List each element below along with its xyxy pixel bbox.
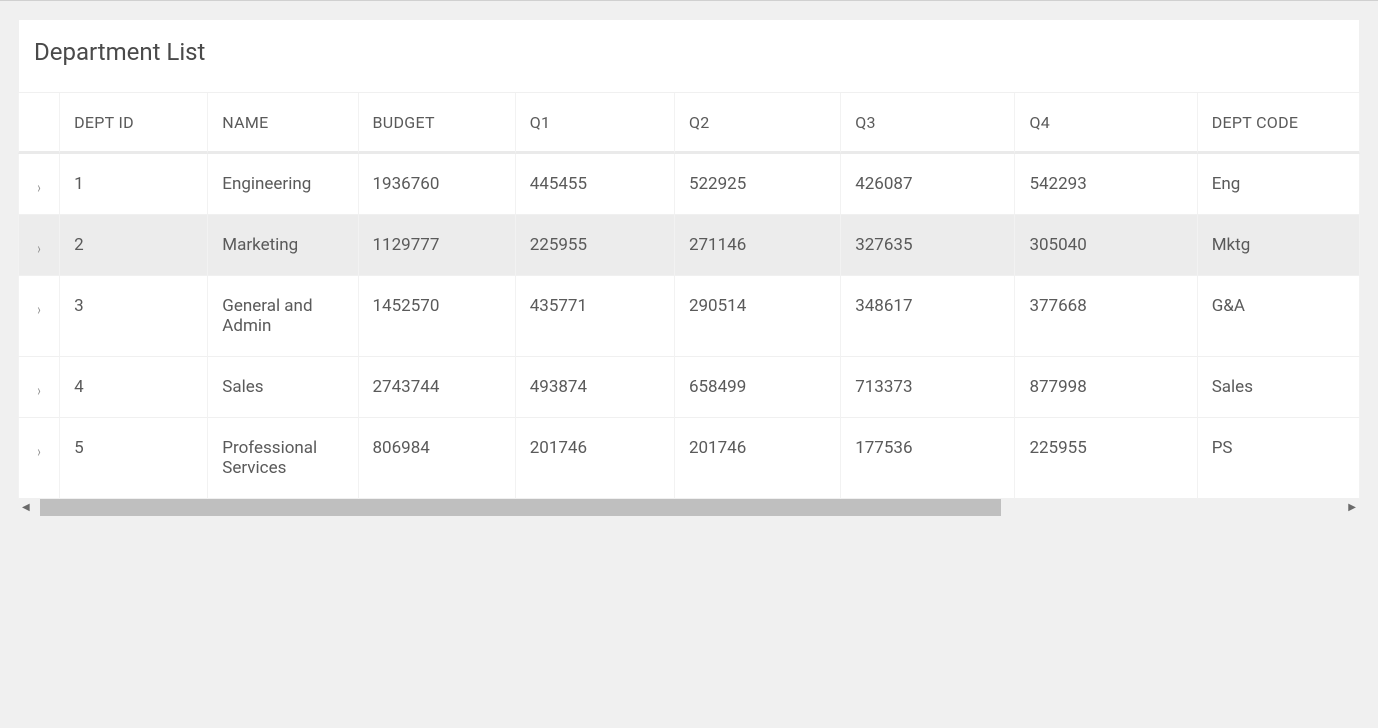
- cell-q3: 348617: [841, 276, 1015, 357]
- table-row[interactable]: › 2Marketing11297772259552711463276353050…: [18, 215, 1360, 276]
- expand-cell[interactable]: ›: [18, 154, 60, 215]
- chevron-right-icon[interactable]: ›: [37, 178, 40, 196]
- cell-dept_code: Eng: [1198, 154, 1360, 215]
- cell-q4: 377668: [1015, 276, 1197, 357]
- col-header-q2[interactable]: Q2: [675, 93, 841, 154]
- cell-q2: 658499: [675, 357, 841, 418]
- cell-dept_id: 1: [60, 154, 208, 215]
- col-header-dept-code[interactable]: DEPT CODE: [1198, 93, 1360, 154]
- cell-dept_code: Sales: [1198, 357, 1360, 418]
- chevron-right-icon[interactable]: ›: [37, 442, 40, 460]
- col-header-q4[interactable]: Q4: [1015, 93, 1197, 154]
- col-header-q3[interactable]: Q3: [841, 93, 1015, 154]
- cell-name: Engineering: [208, 154, 358, 215]
- col-header-budget[interactable]: BUDGET: [359, 93, 516, 154]
- table-row[interactable]: › 1Engineering193676044545552292542608754…: [18, 154, 1360, 215]
- cell-q1: 225955: [516, 215, 675, 276]
- expand-cell[interactable]: ›: [18, 276, 60, 357]
- cell-q4: 877998: [1015, 357, 1197, 418]
- chevron-right-icon[interactable]: ›: [37, 239, 40, 257]
- cell-name: Professional Services: [208, 418, 358, 499]
- cell-q4: 225955: [1015, 418, 1197, 499]
- cell-dept_code: Mktg: [1198, 215, 1360, 276]
- cell-q3: 327635: [841, 215, 1015, 276]
- cell-name: Marketing: [208, 215, 358, 276]
- cell-q1: 445455: [516, 154, 675, 215]
- table-row[interactable]: ›5Professional Services80698420174620174…: [18, 418, 1360, 499]
- expand-cell[interactable]: ›: [18, 418, 60, 499]
- cell-q3: 426087: [841, 154, 1015, 215]
- col-header-expand[interactable]: [18, 93, 60, 154]
- cell-q1: 493874: [516, 357, 675, 418]
- cell-q1: 201746: [516, 418, 675, 499]
- cell-q4: 305040: [1015, 215, 1197, 276]
- table-wrapper: DEPT ID NAME BUDGET Q1 Q2 Q3 Q4 DEPT COD…: [18, 93, 1360, 516]
- cell-budget: 1452570: [359, 276, 516, 357]
- scroll-left-arrow-icon[interactable]: ◀: [18, 499, 34, 516]
- cell-q3: 713373: [841, 357, 1015, 418]
- scroll-track[interactable]: [40, 499, 1338, 516]
- cell-dept_id: 4: [60, 357, 208, 418]
- cell-budget: 1129777: [359, 215, 516, 276]
- cell-budget: 1936760: [359, 154, 516, 215]
- table-row[interactable]: ›4Sales2743744493874658499713373877998Sa…: [18, 357, 1360, 418]
- department-table: DEPT ID NAME BUDGET Q1 Q2 Q3 Q4 DEPT COD…: [18, 93, 1360, 499]
- expand-cell[interactable]: ›: [18, 357, 60, 418]
- cell-dept_id: 3: [60, 276, 208, 357]
- cell-name: General and Admin: [208, 276, 358, 357]
- col-header-q1[interactable]: Q1: [516, 93, 675, 154]
- horizontal-scrollbar[interactable]: ◀ ▶: [18, 499, 1360, 516]
- cell-budget: 806984: [359, 418, 516, 499]
- table-header-row: DEPT ID NAME BUDGET Q1 Q2 Q3 Q4 DEPT COD…: [18, 93, 1360, 154]
- cell-dept_id: 5: [60, 418, 208, 499]
- col-header-dept-id[interactable]: DEPT ID: [60, 93, 208, 154]
- card-header: Department List: [18, 19, 1360, 93]
- cell-q2: 290514: [675, 276, 841, 357]
- cell-dept_code: PS: [1198, 418, 1360, 499]
- expand-cell[interactable]: ›: [18, 215, 60, 276]
- col-header-name[interactable]: NAME: [208, 93, 358, 154]
- cell-q3: 177536: [841, 418, 1015, 499]
- chevron-right-icon[interactable]: ›: [37, 381, 40, 399]
- cell-name: Sales: [208, 357, 358, 418]
- scroll-thumb[interactable]: [40, 499, 1001, 516]
- cell-q2: 201746: [675, 418, 841, 499]
- department-list-card: Department List DEPT ID NAME BUDGET Q1 Q…: [18, 19, 1360, 516]
- chevron-right-icon[interactable]: ›: [37, 300, 40, 318]
- cell-q2: 271146: [675, 215, 841, 276]
- scroll-right-arrow-icon[interactable]: ▶: [1344, 499, 1360, 516]
- cell-dept_id: 2: [60, 215, 208, 276]
- cell-q4: 542293: [1015, 154, 1197, 215]
- cell-q2: 522925: [675, 154, 841, 215]
- page-title: Department List: [34, 38, 1344, 66]
- table-row[interactable]: › 3General and Admin145257043577129051434…: [18, 276, 1360, 357]
- cell-budget: 2743744: [359, 357, 516, 418]
- cell-q1: 435771: [516, 276, 675, 357]
- cell-dept_code: G&A: [1198, 276, 1360, 357]
